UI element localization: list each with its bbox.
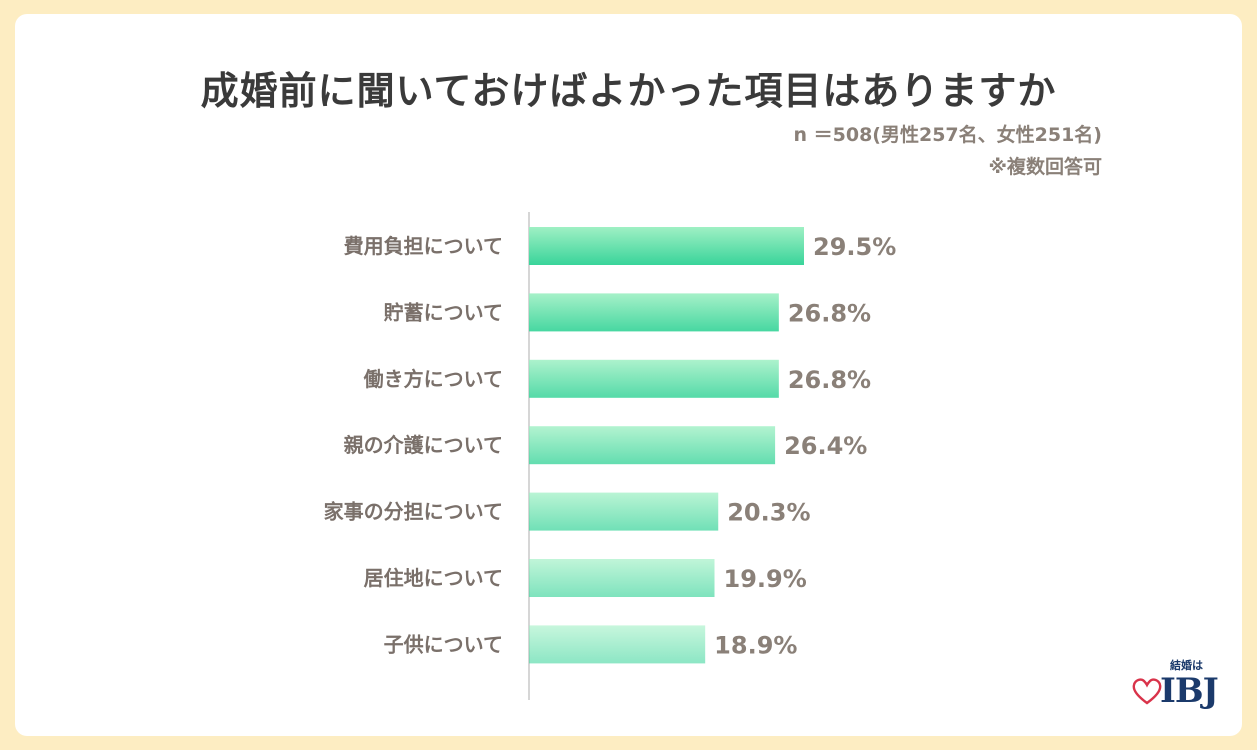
multiple-answer-note: ※複数回答可 [988, 156, 1102, 178]
value-label: 26.8% [788, 299, 871, 327]
logo-tagline: 結婚は [1170, 659, 1203, 672]
value-label: 18.9% [714, 631, 797, 659]
category-label: 家事の分担について [324, 500, 503, 524]
bar [529, 559, 715, 597]
bar [529, 227, 804, 265]
value-label: 26.8% [788, 366, 871, 394]
value-label: 19.9% [724, 565, 807, 593]
category-label: 親の介護について [344, 433, 503, 457]
bar [529, 359, 779, 398]
heart-icon [1132, 678, 1162, 705]
value-label: 20.3% [727, 499, 810, 527]
category-label: 費用負担について [344, 234, 503, 258]
category-label: 子供について [384, 632, 503, 656]
value-label: 29.5% [813, 233, 896, 261]
sample-size-note: n ＝508(男性257名、女性251名) [793, 124, 1103, 146]
bar [529, 426, 776, 465]
bar [529, 625, 706, 664]
category-label: 貯蓄について [384, 300, 503, 324]
bar [529, 492, 719, 531]
value-label: 26.4% [784, 432, 867, 460]
chart-title: 成婚前に聞いておけばよかった項目はありますか [200, 69, 1057, 113]
category-label: 居住地について [364, 566, 503, 590]
ibj-logo: 結婚は IBJ [1130, 655, 1220, 717]
bar [529, 293, 779, 332]
logo-brand: IBJ [1160, 671, 1219, 711]
category-label: 働き方について [363, 367, 503, 391]
